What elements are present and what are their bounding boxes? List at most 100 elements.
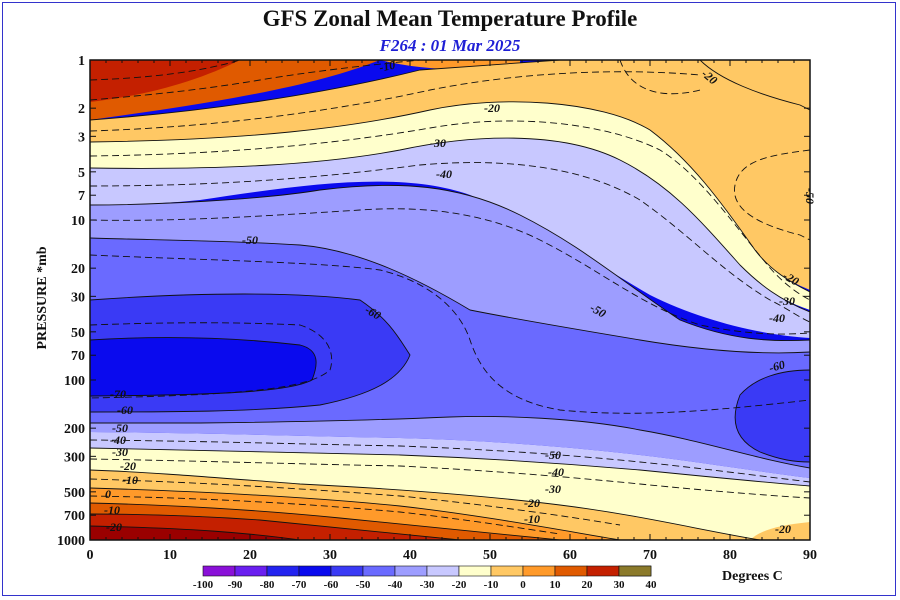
contour-line-29 xyxy=(734,149,810,241)
colorbar-swatch xyxy=(330,565,364,577)
colorbar-swatch xyxy=(490,565,524,577)
contour-band-15 xyxy=(90,514,460,540)
contour-label: -30 xyxy=(112,445,128,459)
colorbar-swatch xyxy=(298,565,332,577)
contour-label: -50 xyxy=(112,421,128,435)
contour-band-14 xyxy=(90,503,560,540)
y-tick-label: 10 xyxy=(71,214,85,229)
colorbar-swatch xyxy=(522,565,556,577)
colorbar-swatch xyxy=(362,565,396,577)
colorbar-swatch-last xyxy=(618,565,652,577)
x-tick-label: 50 xyxy=(483,548,497,563)
contour-line-1 xyxy=(90,71,701,132)
contour-line-0 xyxy=(90,60,561,121)
contour-label: -10 xyxy=(524,512,540,526)
x-tick-label: 0 xyxy=(87,548,94,563)
colorbar-level-label: 30 xyxy=(614,579,626,591)
contour-label: -20 xyxy=(775,522,791,536)
colorbar-level-label: -90 xyxy=(228,579,243,591)
contour-label: -40 xyxy=(436,167,452,181)
y-tick-label: 7 xyxy=(78,189,85,204)
colorbar-level-label: 20 xyxy=(582,579,594,591)
contour-line-2 xyxy=(90,101,810,293)
contour-line-3 xyxy=(90,120,810,301)
contour-label: 0 xyxy=(105,487,111,501)
colorbar-swatch xyxy=(202,565,236,577)
contour-label: -50 xyxy=(545,448,561,462)
contour-label: -20 xyxy=(781,268,802,288)
contour-line-14 xyxy=(90,415,810,469)
y-tick-label: 1 xyxy=(78,54,85,69)
contour-line-13 xyxy=(734,369,810,463)
contour-band-2 xyxy=(90,101,810,310)
contour-label: -20 xyxy=(106,520,122,534)
contour-label: -30 xyxy=(545,482,561,496)
contour-band-4 xyxy=(90,185,810,353)
contour-line-28 xyxy=(619,60,701,95)
contour-band-7 xyxy=(735,370,810,462)
contour-label: -60 xyxy=(117,403,133,417)
colorbar-level-label: -100 xyxy=(193,579,214,591)
contour-label: -20 xyxy=(120,459,136,473)
colorbar-level-label: 0 xyxy=(520,579,526,591)
plot-border xyxy=(89,59,811,541)
contour-line-26 xyxy=(90,60,241,81)
contour-line-24 xyxy=(90,525,301,540)
contour-lines xyxy=(90,60,810,540)
contour-label: -30 xyxy=(430,136,446,150)
contour-label: -60 xyxy=(363,302,384,322)
contour-line-4 xyxy=(90,137,810,313)
contour-label: -50 xyxy=(588,300,609,320)
colorbar-swatch xyxy=(586,565,620,577)
x-tick-label: 60 xyxy=(563,548,577,563)
contour-line-5 xyxy=(90,162,810,323)
x-tick-label: 70 xyxy=(643,548,657,563)
colorbar-level-label: -50 xyxy=(356,579,371,591)
band-strat-darkwarm xyxy=(90,60,240,102)
contour-label: -40 xyxy=(548,465,564,479)
colorbar-swatch xyxy=(266,565,300,577)
x-axis: 0 10 20 30 40 50 60 70 80 90 xyxy=(87,60,817,563)
contour-labels: -10-20-20-30-40-50-60 -50-60-70-60-50-40-… xyxy=(104,58,817,536)
colorbar-swatch xyxy=(554,565,588,577)
contour-bands xyxy=(90,60,810,540)
x-tick-label: 10 xyxy=(163,548,177,563)
colorbar-level-label: -20 xyxy=(452,579,467,591)
contour-band-16 xyxy=(90,526,300,540)
y-tick-label: 700 xyxy=(64,509,85,524)
y-tick-label: 2 xyxy=(78,102,85,117)
y-tick-label: 500 xyxy=(64,486,85,501)
x-tick-label: 30 xyxy=(323,548,337,563)
x-tick-label: 80 xyxy=(723,548,737,563)
contour-line-22 xyxy=(90,502,561,540)
y-tick-label: 5 xyxy=(78,166,85,181)
contour-label: -20 xyxy=(484,101,500,115)
y-axis: 1 2 3 5 7 10 20 30 50 70 100 200 300 500 700 1000 xyxy=(57,54,810,549)
contour-label: -50 xyxy=(242,233,258,247)
contour-line-8 xyxy=(90,237,810,354)
x-tick-label: 40 xyxy=(403,548,417,563)
colorbar-swatch xyxy=(234,565,268,577)
y-tick-label: 300 xyxy=(64,450,85,465)
colorbar-level-label: -40 xyxy=(388,579,403,591)
contour-band-10 xyxy=(90,432,810,486)
colorbar-level-label: -80 xyxy=(260,579,275,591)
contour-band-12 xyxy=(90,470,760,540)
colorbar-level-label: -70 xyxy=(292,579,307,591)
y-tick-label: 30 xyxy=(71,290,85,305)
contour-label: -70 xyxy=(110,387,126,401)
y-tick-label: 50 xyxy=(71,326,85,341)
chart-title: GFS Zonal Mean Temperature Profile xyxy=(262,6,638,31)
contour-label: -10 xyxy=(122,473,138,487)
contour-line-16 xyxy=(90,447,810,487)
contour-line-23 xyxy=(90,513,461,540)
chart-subtitle: F264 : 01 Mar 2025 xyxy=(379,36,521,55)
contour-line-9 xyxy=(90,254,810,414)
x-tick-label: 20 xyxy=(243,548,257,563)
contour-band-0 xyxy=(90,60,520,70)
contour-label: -10 xyxy=(104,503,120,517)
colorbar-swatch xyxy=(426,565,460,577)
y-tick-label: 1000 xyxy=(57,534,85,549)
contour-label: -60 xyxy=(767,357,786,375)
